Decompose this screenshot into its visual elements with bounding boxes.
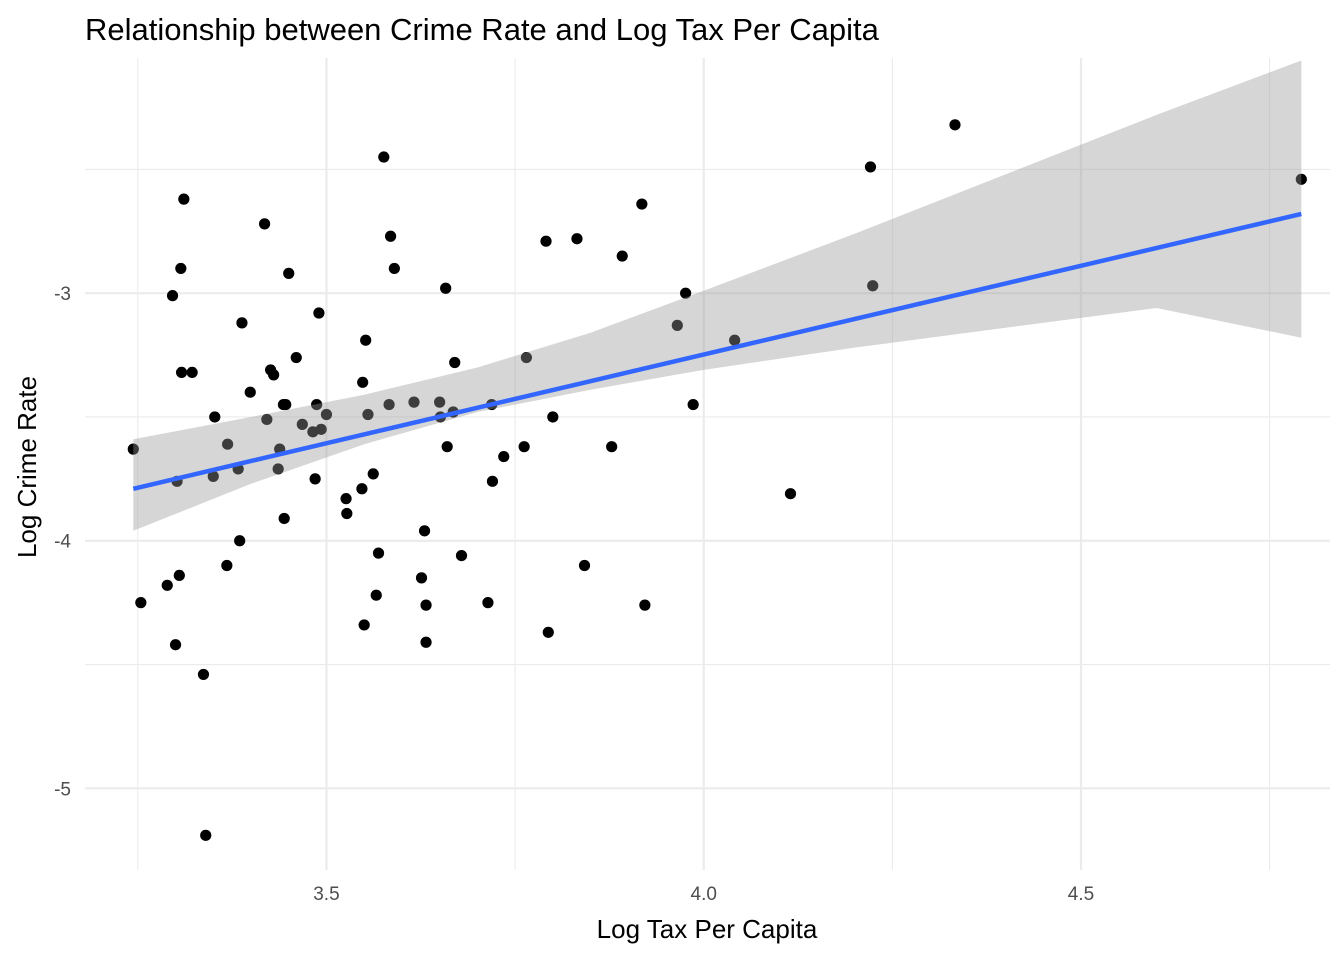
data-point (283, 267, 295, 279)
data-point (236, 317, 248, 329)
fit-line-layer (132, 211, 1302, 491)
data-point (197, 668, 210, 681)
data-point (378, 151, 390, 163)
data-point (867, 280, 879, 292)
data-point (384, 230, 397, 242)
data-point (671, 319, 683, 331)
data-point (166, 290, 179, 302)
x-tick-label: 4.0 (691, 884, 717, 905)
data-point (420, 636, 432, 648)
data-point (200, 829, 212, 841)
data-point (341, 507, 353, 520)
data-point (311, 398, 323, 411)
x-tick-label: 3.5 (313, 884, 339, 905)
data-point (357, 376, 369, 388)
data-point (370, 589, 382, 601)
data-point (272, 463, 284, 475)
data-point (441, 441, 453, 453)
regression-line (132, 211, 1302, 491)
data-point (415, 572, 428, 584)
data-point (784, 488, 797, 500)
data-point (207, 470, 219, 482)
data-point (482, 597, 494, 609)
data-point (356, 483, 368, 495)
confidence-band-layer (133, 60, 1302, 531)
data-point (309, 473, 321, 485)
data-point (127, 443, 139, 455)
data-point (290, 351, 302, 364)
data-point (606, 441, 618, 453)
data-point (498, 450, 510, 463)
grid (85, 58, 1330, 870)
data-point (173, 569, 185, 582)
data-point (358, 619, 370, 631)
tick-labels: 3.5 4.0 4.5 -5 -4 -3 (54, 284, 1094, 905)
data-point (135, 597, 147, 609)
data-point (687, 398, 699, 411)
data-point (571, 233, 583, 245)
data-point (540, 235, 552, 247)
data-point (486, 475, 499, 487)
y-tick-label: -4 (54, 532, 71, 553)
data-point (383, 398, 395, 411)
data-point (455, 549, 468, 562)
data-point (296, 418, 308, 430)
data-point (408, 396, 420, 408)
data-point (258, 218, 271, 230)
data-point (440, 282, 452, 294)
data-point (261, 413, 273, 426)
data-point (420, 599, 432, 611)
data-point (680, 287, 692, 299)
data-point (315, 423, 327, 435)
data-point (864, 161, 877, 173)
data-point (636, 198, 648, 210)
data-point (169, 639, 182, 651)
data-point (222, 438, 234, 450)
data-point (340, 493, 352, 505)
data-point (362, 408, 374, 421)
data-point (313, 307, 325, 319)
data-point (268, 369, 280, 381)
data-point (320, 408, 333, 421)
data-point (234, 535, 246, 547)
data-point (518, 441, 530, 453)
y-tick-label: -5 (54, 779, 71, 800)
confidence-band (133, 60, 1302, 531)
y-axis-title: Log Crime Rate (12, 376, 42, 558)
data-point (175, 366, 188, 379)
data-point (1295, 173, 1307, 185)
data-point (418, 525, 431, 537)
data-point (244, 386, 256, 398)
data-point (360, 334, 372, 346)
data-point (949, 119, 961, 131)
x-axis-title: Log Tax Per Capita (597, 914, 818, 944)
data-point (175, 262, 187, 275)
x-tick-label: 4.5 (1068, 884, 1094, 905)
data-point (161, 579, 173, 591)
data-point (729, 334, 741, 346)
data-point (449, 356, 461, 369)
data-point (578, 559, 591, 572)
y-tick-label: -3 (54, 284, 71, 305)
data-point (221, 559, 233, 572)
data-point (434, 396, 446, 408)
data-point (372, 547, 385, 559)
data-point (388, 262, 400, 275)
data-point (178, 193, 190, 205)
data-point (209, 411, 221, 423)
data-point (367, 468, 379, 480)
data-point (639, 599, 651, 611)
data-point (616, 250, 628, 262)
data-point (280, 398, 292, 411)
data-point (520, 351, 533, 364)
data-point (542, 626, 554, 638)
data-point (278, 512, 290, 525)
chart-title: Relationship between Crime Rate and Log … (85, 12, 880, 47)
data-point (186, 366, 198, 379)
data-point (547, 411, 559, 423)
